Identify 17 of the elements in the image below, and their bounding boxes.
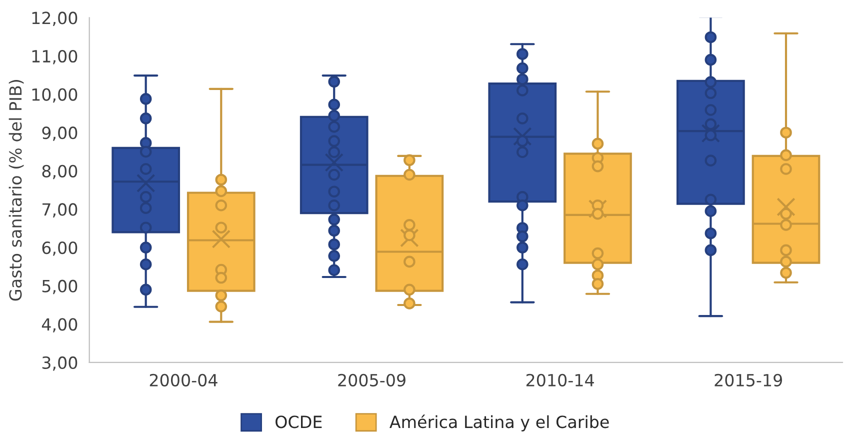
- y-tick-label: 7,00: [42, 203, 78, 218]
- legend-label: América Latina y el Caribe: [390, 414, 609, 432]
- y-axis-title: Gasto sanitario (% del PIB): [8, 80, 24, 301]
- y-tick-label: 3,00: [42, 356, 78, 371]
- y-tick-label: 10,00: [32, 88, 78, 103]
- y-tick-label: 4,00: [42, 318, 78, 332]
- x-tick-label: 2015-19: [714, 374, 782, 386]
- y-tick-label: 12,00: [32, 12, 78, 26]
- x-tick-label: 2000-04: [150, 374, 218, 386]
- y-tick-label: 5,00: [42, 280, 78, 294]
- x-tick-label: 2005-09: [338, 374, 406, 386]
- y-tick-label: 8,00: [42, 164, 78, 180]
- legend-label: OCDE: [276, 416, 322, 428]
- y-tick-label: 9,00: [42, 126, 78, 141]
- y-tick-label: 6,00: [42, 241, 78, 256]
- y-tick-label: 11,00: [32, 50, 78, 64]
- x-tick-label: 2010-14: [526, 374, 594, 386]
